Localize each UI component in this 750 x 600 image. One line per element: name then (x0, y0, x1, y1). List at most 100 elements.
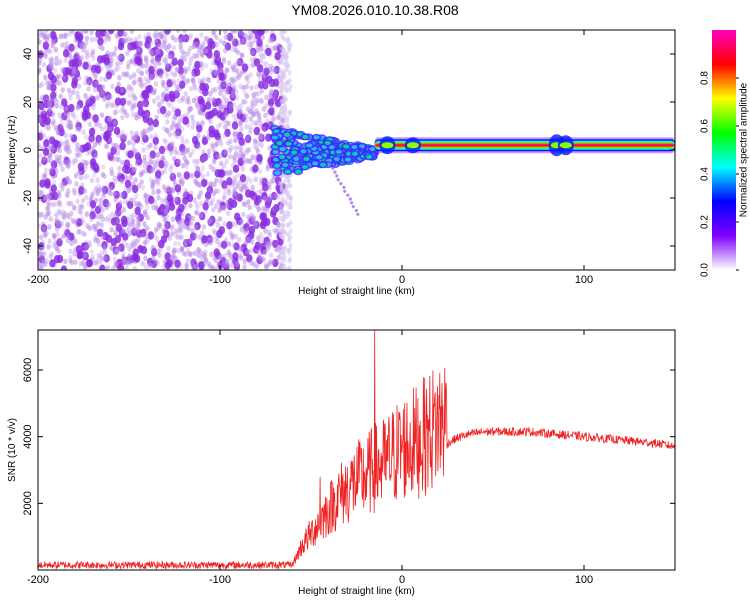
noise-blob (75, 245, 83, 254)
noise-blob (107, 152, 114, 161)
noise-blob (232, 187, 237, 193)
noise-blob (254, 111, 260, 117)
noise-blob (174, 259, 181, 268)
noise-blob (228, 169, 233, 176)
noise-blob (206, 152, 211, 159)
noise-blob (249, 239, 255, 245)
noise-blob (129, 57, 134, 64)
noise-blob (188, 219, 193, 226)
noise-blob (166, 245, 171, 252)
noise-blob (99, 264, 106, 270)
noise-blob (257, 168, 263, 175)
noise-blob (115, 202, 123, 211)
noise-blob (49, 168, 56, 177)
noise-blob (58, 34, 63, 40)
noise-blob (255, 263, 260, 269)
spectrogram-xtick-label: -200 (27, 274, 49, 286)
noise-blob (115, 248, 120, 255)
noise-blob (54, 103, 59, 109)
noise-blob (259, 46, 264, 52)
noise-blob (263, 262, 269, 269)
noise-blob (107, 125, 113, 132)
noise-blob (163, 231, 168, 237)
noise-blob (75, 104, 81, 110)
noise-blob (115, 223, 123, 232)
noise-blob (76, 218, 83, 227)
noise-blob (128, 259, 133, 266)
cluster-core (312, 161, 319, 166)
noise-blob (167, 53, 173, 60)
noise-blob (198, 261, 205, 270)
noise-blob (93, 74, 98, 80)
noise-blob (216, 198, 221, 205)
noise-blob (92, 141, 98, 148)
noise-blob (164, 62, 169, 68)
noise-blob (286, 190, 291, 196)
noise-blob (152, 119, 159, 128)
noise-blob (89, 36, 95, 43)
snr-ytick-label: 6000 (22, 358, 34, 382)
noise-blob (221, 149, 228, 158)
noise-blob (196, 247, 201, 253)
noise-blob (154, 37, 159, 44)
noise-blob (131, 141, 136, 147)
noise-blob (235, 172, 241, 179)
noise-blob (275, 221, 281, 228)
noise-blob (249, 212, 254, 219)
noise-blob (175, 30, 181, 34)
noise-blob (127, 42, 134, 51)
noise-blob (267, 37, 272, 44)
trail-dot (331, 166, 335, 170)
noise-blob (253, 223, 258, 229)
noise-blob (216, 137, 221, 144)
noise-blob (179, 114, 184, 120)
noise-blob (85, 173, 90, 179)
noise-blob (53, 60, 59, 67)
noise-blob (171, 249, 176, 256)
noise-blob (150, 181, 155, 188)
noise-blob (151, 49, 156, 55)
noise-blob (87, 64, 93, 71)
noise-blob (67, 31, 73, 37)
noise-blob (132, 238, 137, 245)
noise-blob (254, 84, 259, 90)
noise-blob (77, 33, 84, 42)
noise-blob (107, 63, 113, 69)
noise-blob (118, 53, 125, 62)
noise-blob (105, 264, 111, 270)
noise-blob (209, 251, 214, 258)
noise-blob (200, 51, 205, 57)
noise-blob (50, 39, 56, 45)
noise-blob (145, 214, 150, 221)
noise-blob (109, 170, 115, 177)
noise-blob (149, 75, 154, 81)
noise-blob (132, 166, 137, 173)
cluster-core (272, 157, 279, 162)
noise-blob (110, 217, 118, 226)
noise-blob (58, 182, 63, 188)
noise-blob (163, 163, 168, 170)
noise-blob (118, 209, 124, 215)
noise-blob (192, 53, 197, 59)
noise-blob (170, 54, 175, 61)
noise-blob (112, 110, 118, 116)
noise-blob (285, 118, 290, 124)
noise-blob (90, 64, 98, 74)
noise-blob (168, 150, 174, 156)
noise-blob (200, 230, 205, 236)
noise-blob (279, 74, 284, 80)
noise-blob (241, 84, 246, 91)
noise-blob (194, 163, 199, 170)
noise-blob (145, 225, 150, 231)
noise-blob (132, 102, 138, 108)
noise-blob (175, 234, 180, 241)
noise-blob (211, 190, 217, 197)
noise-blob (107, 36, 112, 42)
noise-blob (257, 64, 264, 73)
noise-blob (223, 47, 228, 54)
noise-blob (206, 234, 213, 244)
noise-blob (201, 41, 206, 47)
noise-blob (38, 67, 42, 74)
noise-blob (259, 142, 264, 149)
noise-blob (253, 100, 258, 107)
